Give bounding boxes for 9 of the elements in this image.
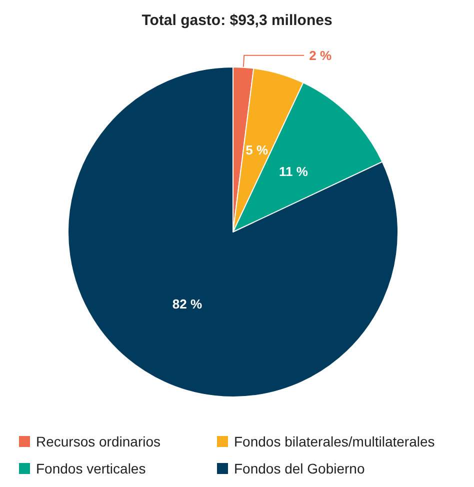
legend-label: Fondos verticales (36, 460, 146, 476)
data-label: 11 % (278, 164, 308, 180)
legend-label: Fondos bilaterales/multilaterales (234, 434, 435, 450)
legend-label: Fondos del Gobierno (234, 460, 365, 476)
legend-label: Recursos ordinarios (36, 434, 160, 450)
data-label: 5 % (246, 142, 268, 158)
chart-title: Total gasto: $93,3 millones (142, 12, 332, 29)
data-label: 2 % (309, 48, 332, 63)
data-label: 82 % (172, 296, 202, 312)
